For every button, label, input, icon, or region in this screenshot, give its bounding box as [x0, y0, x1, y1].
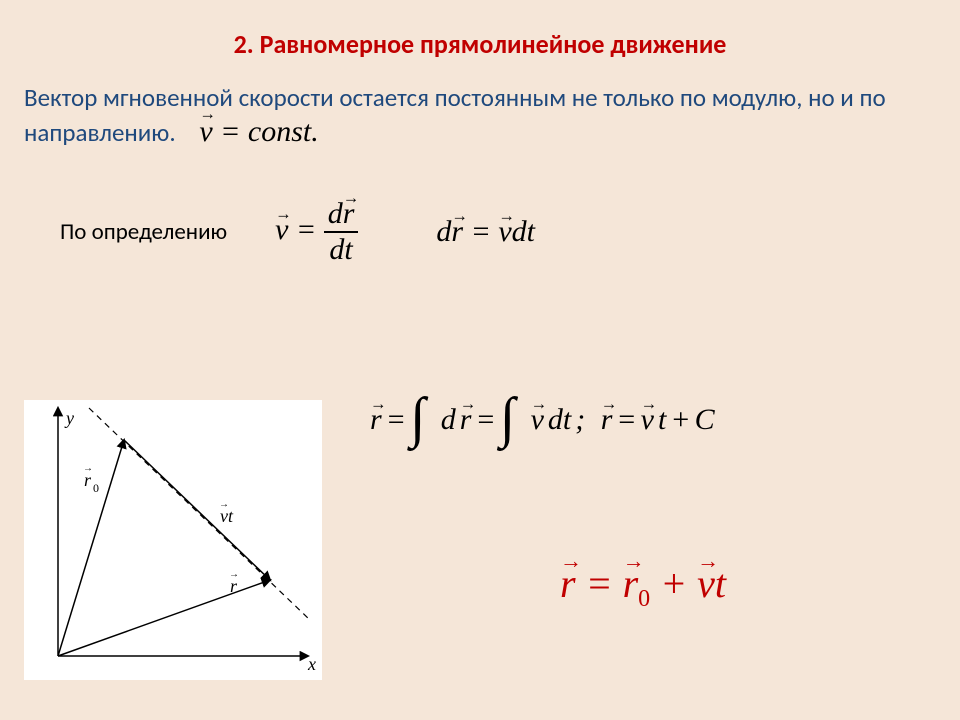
vector-diagram: xyr→0vt→r→ [24, 400, 322, 680]
intro-formula: →v = const. [199, 115, 318, 148]
final-equation: →r = →r0 + →vt [560, 560, 726, 613]
eq2-lprefix: d [436, 215, 451, 248]
int-semi: ; [575, 403, 585, 437]
svg-text:→: → [219, 499, 229, 510]
int-C: C [695, 403, 715, 437]
eq1-den: dt [324, 231, 359, 267]
eq1-numprefix: d [328, 197, 343, 230]
definition-label: По определению [60, 218, 227, 246]
definition-eq2: d→r = →vdt [436, 215, 535, 249]
int-d1: d [441, 403, 456, 437]
definition-eq1: →v = d→r dt [275, 197, 358, 267]
int-dt: dt [548, 403, 571, 437]
final-sub0: 0 [638, 586, 650, 612]
intro-formula-rhs: const [248, 115, 311, 148]
svg-text:0: 0 [93, 481, 99, 495]
slide-title: 2. Равномерное прямолинейное движение [0, 0, 960, 60]
period: . [311, 115, 319, 148]
svg-text:→: → [83, 463, 93, 474]
definition-row: По определению →v = d→r dt d→r = →vdt [0, 197, 960, 267]
svg-text:y: y [64, 408, 74, 428]
intro-block: Вектор мгновенной скорости остается пост… [0, 60, 960, 151]
svg-text:→: → [229, 569, 239, 580]
intro-text: Вектор мгновенной скорости остается пост… [24, 82, 886, 148]
eq2-rsuffix: dt [512, 215, 535, 248]
svg-text:x: x [307, 654, 316, 674]
int-t: t [658, 403, 666, 437]
equals-sign: = [220, 115, 248, 148]
integral-equation: →r = ∫ d→r = ∫ →v dt ; →r = →vt + C [370, 388, 715, 452]
